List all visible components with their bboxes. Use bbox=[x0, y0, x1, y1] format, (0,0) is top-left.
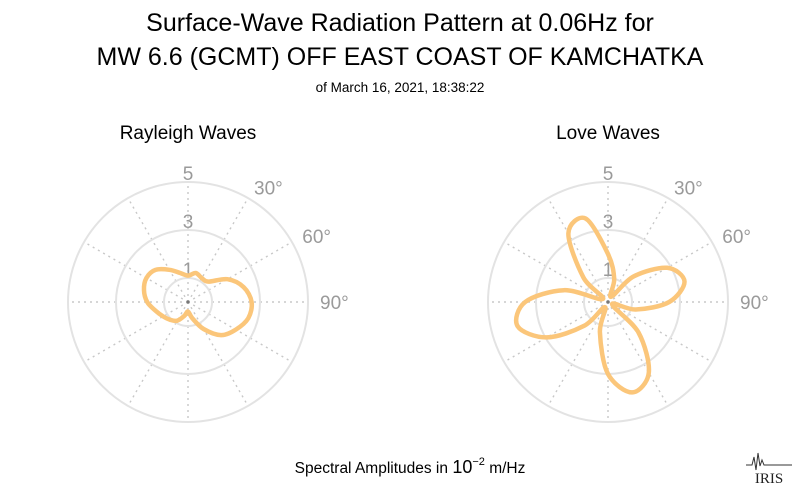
units-prefix: Spectral Amplitudes in bbox=[295, 460, 453, 477]
radial-tick-label: 3 bbox=[603, 212, 614, 233]
radial-tick-label: 3 bbox=[183, 212, 194, 233]
units-suffix: m/Hz bbox=[485, 460, 525, 477]
radial-tick-label: 1 bbox=[603, 260, 614, 281]
seismogram-icon bbox=[746, 452, 792, 471]
title-line-2: MW 6.6 (GCMT) OFF EAST COAST OF KAMCHATK… bbox=[97, 43, 704, 71]
radial-tick-label: 5 bbox=[603, 164, 614, 185]
units-base: 10 bbox=[452, 457, 472, 477]
angle-tick-label: 60° bbox=[302, 227, 331, 248]
radial-tick-label: 5 bbox=[183, 164, 194, 185]
radial-ring bbox=[583, 277, 633, 327]
iris-logo: IRIS bbox=[746, 452, 792, 487]
subtitle: of March 16, 2021, 18:38:22 bbox=[316, 80, 485, 95]
title-line-1: Surface-Wave Radiation Pattern at 0.06Hz… bbox=[146, 9, 654, 37]
center-point bbox=[606, 300, 610, 304]
spoke-line bbox=[187, 301, 293, 363]
angle-tick-label: 90° bbox=[320, 293, 349, 314]
spoke-line bbox=[83, 301, 189, 363]
angle-tick-label: 60° bbox=[722, 227, 751, 248]
iris-logo-text: IRIS bbox=[755, 471, 783, 487]
spoke-line bbox=[187, 301, 249, 407]
love-title: Love Waves bbox=[556, 123, 660, 144]
angle-tick-label: 90° bbox=[740, 293, 769, 314]
center-point bbox=[186, 300, 190, 304]
spoke-line bbox=[607, 301, 669, 407]
spoke-line bbox=[127, 197, 189, 303]
love-polar-plot: 1 3 5 30° 60° 90° bbox=[487, 164, 769, 423]
radial-tick-label: 1 bbox=[183, 260, 194, 281]
rayleigh-title: Rayleigh Waves bbox=[120, 123, 257, 144]
amplitude-units-label: Spectral Amplitudes in 10−2 m/Hz bbox=[295, 456, 526, 477]
radiation-pattern-line bbox=[513, 215, 687, 395]
spoke-line bbox=[547, 197, 609, 303]
rayleigh-polar-plot: 1 3 5 30° 60° 90° bbox=[67, 164, 349, 423]
spoke-line bbox=[187, 197, 249, 303]
spoke-line bbox=[607, 241, 713, 303]
spoke-line bbox=[83, 241, 189, 303]
radial-ring bbox=[115, 229, 261, 375]
radiation-pattern-line bbox=[141, 266, 255, 338]
radial-ring bbox=[67, 181, 309, 423]
units-exponent: −2 bbox=[472, 456, 485, 468]
spoke-line bbox=[607, 301, 713, 363]
angle-tick-label: 30° bbox=[674, 179, 703, 200]
radial-ring bbox=[163, 277, 213, 327]
spoke-line bbox=[547, 301, 609, 407]
radial-ring bbox=[487, 181, 729, 423]
spoke-line bbox=[187, 241, 293, 303]
spoke-line bbox=[503, 301, 609, 363]
angle-tick-label: 30° bbox=[254, 179, 283, 200]
spoke-line bbox=[503, 241, 609, 303]
spoke-line bbox=[607, 197, 669, 303]
